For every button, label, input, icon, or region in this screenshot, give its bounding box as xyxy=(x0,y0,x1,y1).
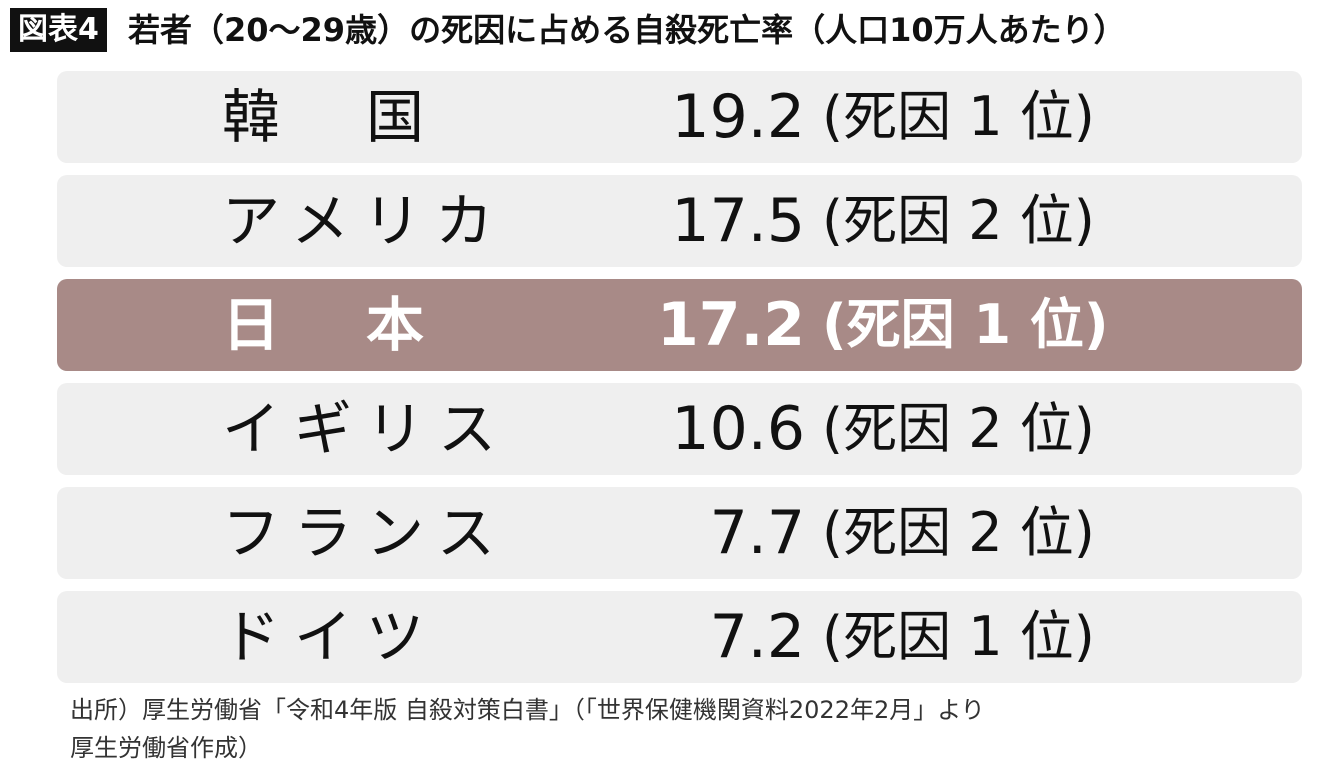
cause-rank: (死因 1 位) xyxy=(822,85,1095,148)
country-name: ドイツ xyxy=(222,603,439,671)
table-row: 韓 国 19.2 (死因 1 位) xyxy=(57,71,1302,163)
country-name: 日 本 xyxy=(222,291,439,359)
cause-rank: (死因 1 位) xyxy=(822,293,1109,356)
rate-value: 7.7 xyxy=(709,498,805,568)
country-name: イギリス xyxy=(222,395,511,463)
country-name: フランス xyxy=(222,499,509,567)
rate-value: 7.2 xyxy=(709,602,805,672)
table-row: ドイツ 7.2 (死因 1 位) xyxy=(57,591,1302,683)
table-row: アメリカ 17.5 (死因 2 位) xyxy=(57,175,1302,267)
cause-rank: (死因 1 位) xyxy=(822,605,1095,668)
figure-badge: 図表4 xyxy=(10,8,107,52)
table-row: イギリス 10.6 (死因 2 位) xyxy=(57,383,1302,475)
rate-value: 10.6 xyxy=(671,394,805,464)
rate-value: 17.5 xyxy=(671,186,805,256)
country-name: アメリカ xyxy=(222,187,508,255)
source-note: 出所）厚生労働省「令和4年版 自殺対策白書」（「世界保健機関資料2022年2月」… xyxy=(70,696,985,724)
cause-rank: (死因 2 位) xyxy=(822,189,1095,252)
rate-value: 19.2 xyxy=(671,82,805,152)
source-note: 厚生労働省作成） xyxy=(70,734,262,762)
country-name: 韓 国 xyxy=(222,83,439,151)
figure-title: 若者（20〜29歳）の死因に占める自殺死亡率（人口10万人あたり） xyxy=(128,11,1126,49)
rate-value: 17.2 xyxy=(656,290,805,360)
table-row: フランス 7.7 (死因 2 位) xyxy=(57,487,1302,579)
table-row: 日 本 17.2 (死因 1 位) xyxy=(57,279,1302,371)
cause-rank: (死因 2 位) xyxy=(822,501,1095,564)
cause-rank: (死因 2 位) xyxy=(822,397,1095,460)
